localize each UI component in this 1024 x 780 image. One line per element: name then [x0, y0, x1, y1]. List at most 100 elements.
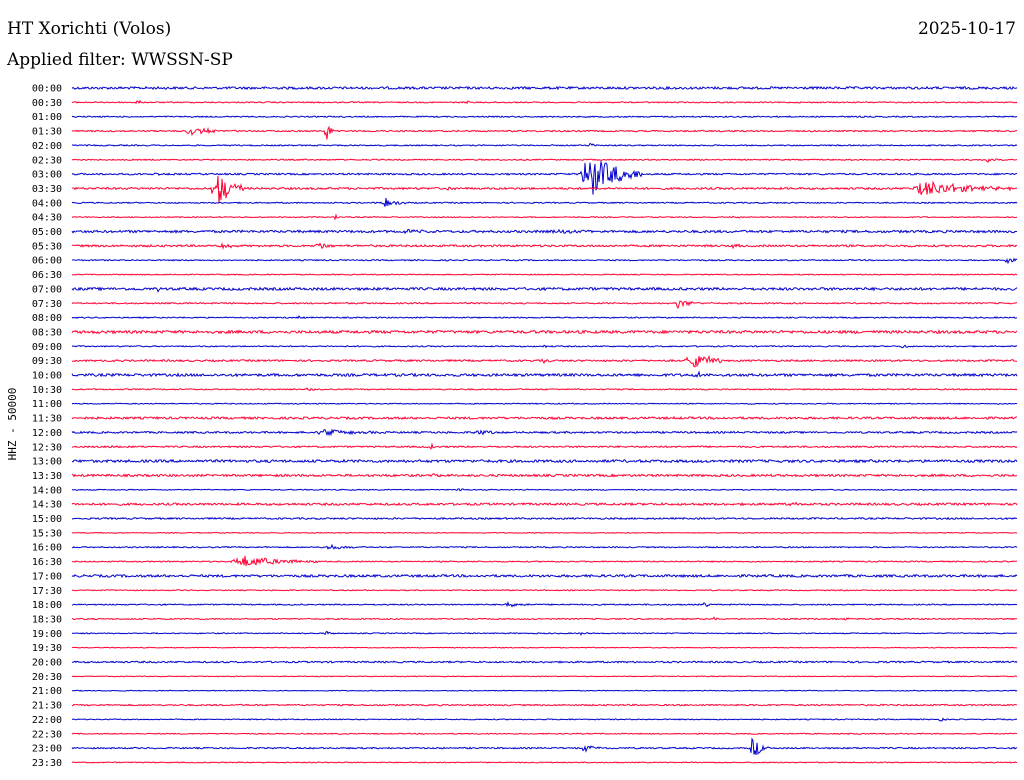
tick-label-0600: 06:00 — [32, 256, 62, 267]
tick-label-0830: 08:30 — [32, 327, 62, 338]
trace-1100 — [71, 402, 1018, 405]
trace-0430 — [71, 213, 1018, 221]
trace-0100 — [71, 115, 1018, 119]
tick-label-0630: 06:30 — [32, 270, 62, 281]
tick-label-1600: 16:00 — [32, 543, 62, 554]
trace-1700 — [71, 573, 1018, 579]
trace-0500 — [71, 228, 1018, 235]
tick-label-0130: 01:30 — [32, 127, 62, 138]
trace-2100 — [71, 689, 1018, 692]
tick-label-0800: 08:00 — [32, 313, 62, 324]
trace-0130 — [71, 125, 1018, 140]
trace-0300 — [71, 161, 1018, 195]
tick-label-0730: 07:30 — [32, 299, 62, 310]
tick-label-2130: 21:30 — [32, 701, 62, 712]
trace-1930 — [71, 646, 1017, 649]
tick-label-1400: 14:00 — [32, 485, 62, 496]
tick-label-2000: 20:00 — [32, 658, 62, 669]
tick-label-0430: 04:30 — [32, 213, 62, 224]
date-label: 2025-10-17 — [917, 19, 1016, 39]
trace-2300 — [71, 737, 1018, 756]
trace-1500 — [71, 516, 1018, 521]
trace-1000 — [71, 370, 1018, 378]
tick-label-0330: 03:30 — [32, 184, 62, 195]
trace-0000 — [71, 85, 1018, 91]
tick-label-0930: 09:30 — [32, 356, 62, 367]
tick-label-2330: 23:30 — [32, 758, 62, 769]
tick-label-1430: 14:30 — [32, 500, 62, 511]
trace-1630 — [71, 555, 1018, 567]
trace-2130 — [71, 703, 1018, 707]
trace-1900 — [71, 630, 1018, 636]
tick-label-2200: 22:00 — [32, 715, 62, 726]
tick-label-2100: 21:00 — [32, 686, 62, 697]
tick-label-0300: 03:00 — [32, 170, 62, 181]
trace-1200 — [71, 428, 1018, 437]
trace-1530 — [71, 531, 1018, 534]
tick-label-1000: 10:00 — [32, 371, 62, 382]
tick-label-0900: 09:00 — [32, 342, 62, 353]
tick-label-1900: 19:00 — [32, 629, 62, 640]
trace-1130 — [71, 415, 1017, 421]
tick-label-2030: 20:30 — [32, 672, 62, 683]
tick-label-1030: 10:30 — [32, 385, 62, 396]
trace-1030 — [71, 387, 1018, 391]
tick-label-1630: 16:30 — [32, 557, 62, 568]
station-title: HT Xorichti (Volos) — [7, 19, 172, 39]
tick-label-0500: 05:00 — [32, 227, 62, 238]
tick-label-2230: 22:30 — [32, 729, 62, 740]
trace-1830 — [71, 616, 1017, 621]
tick-label-1130: 11:30 — [32, 414, 62, 425]
trace-0700 — [71, 286, 1018, 293]
tick-label-0400: 04:00 — [32, 198, 62, 209]
tick-label-0030: 00:30 — [32, 98, 62, 109]
tick-label-1500: 15:00 — [32, 514, 62, 525]
trace-0730 — [71, 300, 1017, 310]
trace-0900 — [71, 344, 1018, 349]
trace-0330 — [71, 175, 1018, 204]
trace-0030 — [71, 99, 1018, 105]
trace-0600 — [71, 257, 1018, 265]
trace-0830 — [71, 329, 1018, 335]
tick-label-0200: 02:00 — [32, 141, 62, 152]
tick-label-0700: 07:00 — [32, 284, 62, 295]
trace-2230 — [71, 732, 1018, 735]
tick-label-1200: 12:00 — [32, 428, 62, 439]
hour-tick-labels: 00:00 00:30 01:00 01:30 02:00 02:30 03:00 03:30… — [32, 84, 62, 769]
filter-label: Applied filter: WWSSN-SP — [7, 50, 233, 70]
trace-0800 — [71, 315, 1018, 320]
trace-0630 — [71, 273, 1018, 276]
tick-label-1230: 12:30 — [32, 442, 62, 453]
trace-0930 — [71, 354, 1017, 368]
trace-1800 — [71, 600, 1018, 608]
tick-label-1300: 13:00 — [32, 457, 62, 468]
trace-1330 — [71, 473, 1018, 478]
seismic-traces — [71, 85, 1018, 764]
tick-label-0000: 00:00 — [32, 84, 62, 95]
tick-label-1530: 15:30 — [32, 528, 62, 539]
tick-label-1700: 17:00 — [32, 571, 62, 582]
trace-2200 — [71, 717, 1018, 722]
trace-0400 — [71, 198, 1018, 207]
trace-1230 — [72, 442, 1018, 451]
trace-1600 — [71, 543, 1018, 550]
trace-0530 — [72, 242, 1018, 250]
trace-1400 — [71, 488, 1018, 492]
trace-1430 — [71, 501, 1018, 507]
tick-label-0230: 02:30 — [32, 155, 62, 166]
trace-1730 — [71, 589, 1018, 592]
tick-label-1830: 18:30 — [32, 614, 62, 625]
tick-label-0530: 05:30 — [32, 241, 62, 252]
tick-label-0100: 01:00 — [32, 112, 62, 123]
tick-label-1930: 19:30 — [32, 643, 62, 654]
tick-label-1730: 17:30 — [32, 586, 62, 597]
tick-label-2300: 23:00 — [32, 744, 62, 755]
trace-0200 — [71, 142, 1018, 147]
channel-label: HHZ - 50000 — [6, 388, 19, 461]
trace-2000 — [71, 660, 1018, 664]
tick-label-1800: 18:00 — [32, 600, 62, 611]
tick-label-1100: 11:00 — [32, 399, 62, 410]
tick-label-1330: 13:30 — [32, 471, 62, 482]
trace-1300 — [71, 458, 1018, 464]
